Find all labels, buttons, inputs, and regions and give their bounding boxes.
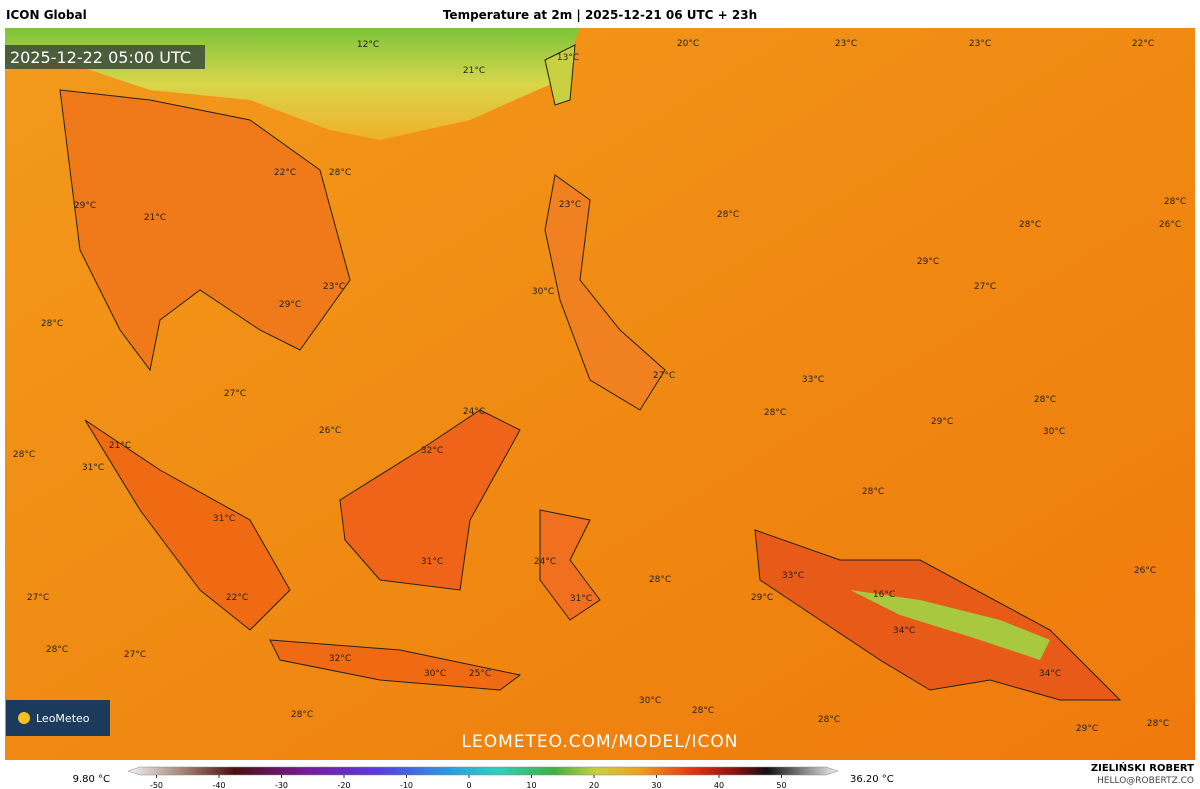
title: Temperature at 2m | 2025-12-21 06 UTC + … <box>443 8 757 22</box>
temperature-label: 20°C <box>677 39 699 49</box>
temperature-label: 28°C <box>764 408 786 418</box>
colorbar-tick-label: -30 <box>275 781 288 789</box>
temperature-label: 22°C <box>274 168 296 178</box>
temperature-label: 24°C <box>534 557 556 567</box>
land-java <box>269 639 522 691</box>
land-sumatra <box>84 419 291 631</box>
temperature-label: 22°C <box>1132 39 1154 49</box>
temperature-label: 28°C <box>1019 220 1041 230</box>
brand-icon <box>18 712 30 724</box>
temperature-label: 28°C <box>46 645 68 655</box>
temperature-label: 29°C <box>917 257 939 267</box>
temperature-label: 27°C <box>27 593 49 603</box>
temperature-label: 21°C <box>144 213 166 223</box>
temperature-label: 34°C <box>893 626 915 636</box>
colorbar-tick-label: 40 <box>714 781 724 789</box>
temperature-label: 28°C <box>1164 197 1186 207</box>
temperature-label: 31°C <box>82 463 104 473</box>
temperature-label: 28°C <box>291 710 313 720</box>
colorbar-tick-label: -50 <box>150 781 163 789</box>
temperature-label: 30°C <box>424 669 446 679</box>
land-sulawesi <box>539 509 601 621</box>
colorbar-tick-label: 10 <box>526 781 536 789</box>
temperature-label: 23°C <box>969 39 991 49</box>
temperature-label: 16°C <box>873 590 895 600</box>
email: HELLO@ROBERTZ.CO <box>1097 776 1194 786</box>
temperature-label: 13°C <box>557 53 579 63</box>
temperature-label: 30°C <box>532 287 554 297</box>
temperature-label: 29°C <box>751 593 773 603</box>
temperature-label: 28°C <box>717 210 739 220</box>
temperature-label: 21°C <box>463 66 485 76</box>
temperature-label: 26°C <box>319 426 341 436</box>
temperature-label: 27°C <box>653 371 675 381</box>
temperature-label: 31°C <box>213 514 235 524</box>
temperature-label: 28°C <box>692 706 714 716</box>
colorbar-max: 36.20 °C <box>850 774 894 785</box>
temperature-label: 27°C <box>124 650 146 660</box>
temperature-label: 28°C <box>649 575 671 585</box>
temperature-label: 24°C <box>463 407 485 417</box>
temperature-label: 12°C <box>357 40 379 50</box>
colorbar-tick-label: -40 <box>212 781 225 789</box>
temperature-label: 32°C <box>421 446 443 456</box>
temperature-label: 28°C <box>818 715 840 725</box>
temperature-label: 32°C <box>329 654 351 664</box>
colorbar-tick-label: -10 <box>400 781 413 789</box>
temperature-label: 22°C <box>226 593 248 603</box>
temperature-label: 34°C <box>1039 669 1061 679</box>
model-name: ICON Global <box>6 8 87 22</box>
temperature-label: 33°C <box>782 571 804 581</box>
temperature-label: 27°C <box>224 389 246 399</box>
colorbar <box>127 766 839 776</box>
temperature-label: 21°C <box>109 441 131 451</box>
temperature-label: 23°C <box>835 39 857 49</box>
colorbar-tick-label: 30 <box>651 781 661 789</box>
colorbar-tick-label: 50 <box>776 781 786 789</box>
temperature-label: 27°C <box>974 282 996 292</box>
temperature-label: 31°C <box>421 557 443 567</box>
temperature-label: 33°C <box>802 375 824 385</box>
author: ZIELIŃSKI ROBERT <box>1091 761 1194 774</box>
highlands <box>850 590 1050 660</box>
temperature-label: 28°C <box>1147 719 1169 729</box>
temperature-label: 28°C <box>329 168 351 178</box>
temperature-label: 28°C <box>862 487 884 497</box>
land-taiwan <box>544 44 576 106</box>
land-indochina <box>59 89 351 372</box>
temperature-label: 26°C <box>1134 566 1156 576</box>
temperature-label: 28°C <box>41 319 63 329</box>
temperature-label: 31°C <box>570 594 592 604</box>
temperature-label: 29°C <box>931 417 953 427</box>
colorbar-tick-label: 0 <box>466 781 471 789</box>
temperature-label: 29°C <box>1076 724 1098 734</box>
temperature-label: 23°C <box>559 200 581 210</box>
temperature-label: 25°C <box>469 669 491 679</box>
temperature-label: 30°C <box>1043 427 1065 437</box>
land-philippines <box>544 174 666 411</box>
land-borneo <box>339 409 521 591</box>
temperature-label: 29°C <box>279 300 301 310</box>
temperature-label: 28°C <box>13 450 35 460</box>
temperature-label: 26°C <box>1159 220 1181 230</box>
time-box <box>5 45 205 69</box>
colorbar-tick-label: -20 <box>337 781 350 789</box>
valid-time: 2025-12-22 05:00 UTC <box>10 48 191 67</box>
colorbar-tick-label: 20 <box>589 781 599 789</box>
temperature-label: 28°C <box>1034 395 1056 405</box>
temperature-label: 23°C <box>323 282 345 292</box>
brand: LeoMeteo <box>36 712 90 725</box>
url: LEOMETEO.COM/MODEL/ICON <box>462 732 739 752</box>
temperature-label: 30°C <box>639 696 661 706</box>
colorbar-min: 9.80 °C <box>73 774 110 785</box>
temperature-label: 29°C <box>74 201 96 211</box>
